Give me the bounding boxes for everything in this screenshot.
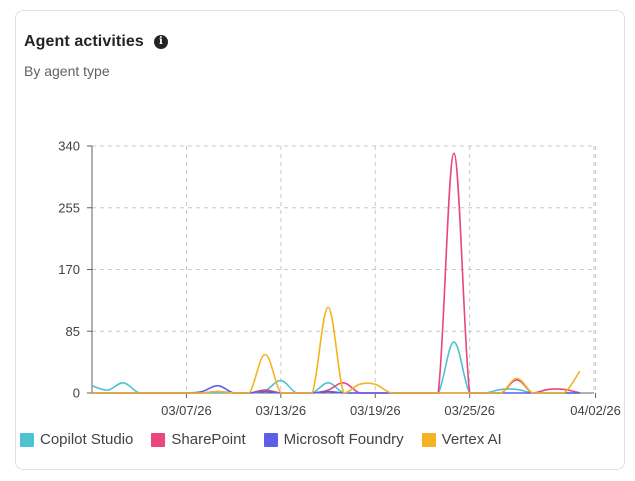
x-tick-label: 03/13/26 [256,403,307,418]
legend-swatch [263,432,278,447]
legend-label: Copilot Studio [40,431,134,448]
y-tick-label: 340 [58,139,80,154]
y-tick-label: 170 [58,262,80,277]
x-tick-label: 03/25/26 [444,403,495,418]
legend-item-vertex-ai[interactable]: Vertex AI [421,431,502,448]
legend-label: Microsoft Foundry [283,431,404,448]
series-line-sharepoint [92,152,580,394]
legend-item-microsoft-foundry[interactable]: Microsoft Foundry [263,431,404,448]
legend-item-sharepoint[interactable]: SharePoint [151,431,246,448]
legend-swatch [20,432,34,447]
x-tick-label: 03/19/26 [350,403,401,418]
x-tick-label: 04/02/26 [570,403,621,418]
legend-label: SharePoint [171,431,246,448]
series-line-vertex-ai [92,306,581,394]
card-subtitle: By agent type [24,63,110,79]
legend-swatch [421,432,436,447]
info-icon[interactable]: i [153,35,168,49]
legend-item-copilot-studio[interactable]: Copilot Studio [20,431,133,448]
chart-legend: Copilot Studio SharePoint Microsoft Foundr… [20,431,502,448]
y-tick-label: 85 [66,324,80,339]
card-title: Agent activities [24,33,144,50]
legend-swatch [151,432,166,447]
card-header: Agent activities i [24,33,168,51]
x-tick-label: 03/07/26 [161,403,212,418]
y-tick-label: 0 [73,386,80,401]
y-tick-label: 255 [58,200,80,215]
legend-label: Vertex AI [441,431,502,448]
